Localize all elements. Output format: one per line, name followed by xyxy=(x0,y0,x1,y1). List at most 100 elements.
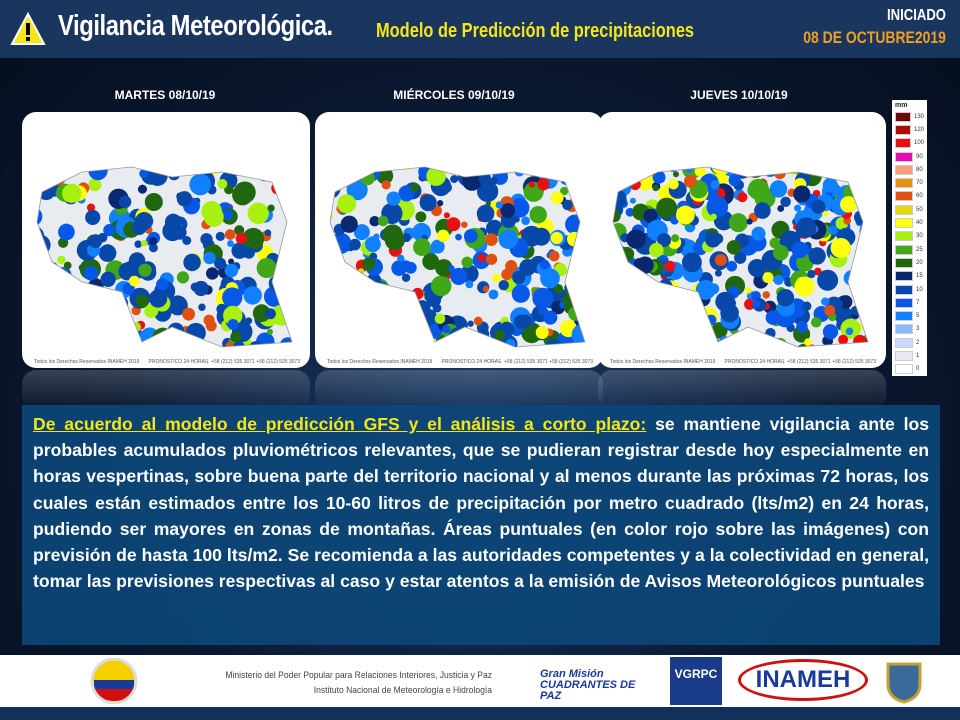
precip-cell xyxy=(118,306,127,316)
legend-swatch xyxy=(895,178,913,189)
bulletin-body: se mantiene vigilancia ante los probable… xyxy=(33,414,929,592)
precip-cell xyxy=(511,284,530,303)
precip-cell xyxy=(521,216,530,226)
precip-cell xyxy=(214,257,227,270)
precip-cell xyxy=(362,257,376,271)
precip-cell xyxy=(203,206,224,227)
precip-cell xyxy=(582,246,585,260)
precip-cell xyxy=(733,335,746,347)
legend-swatch xyxy=(895,164,913,175)
precip-cell xyxy=(821,297,830,306)
precip-cell xyxy=(558,167,580,186)
precip-cell xyxy=(787,167,807,175)
precip-cell xyxy=(852,279,868,296)
precip-cell xyxy=(845,327,854,336)
precip-cell xyxy=(330,294,335,301)
precip-cell xyxy=(863,202,868,221)
precip-cell xyxy=(664,260,676,272)
precip-cell xyxy=(659,279,673,293)
inameh-logo: INAMEH xyxy=(738,659,868,701)
precip-cell xyxy=(430,275,452,297)
precip-cell xyxy=(446,217,461,232)
precip-cell xyxy=(278,262,292,280)
precip-cell xyxy=(144,192,163,212)
precip-cell xyxy=(769,180,788,198)
precip-cell xyxy=(382,224,403,245)
precip-cell xyxy=(343,167,356,177)
precip-cell xyxy=(485,233,498,246)
precip-cell xyxy=(183,253,201,272)
precip-cell xyxy=(330,267,334,278)
precip-cell xyxy=(656,197,678,219)
precip-cell xyxy=(838,334,849,345)
precip-cell xyxy=(83,265,99,281)
precip-cell xyxy=(636,167,654,178)
precip-cell xyxy=(349,307,363,321)
precip-cell xyxy=(370,167,382,168)
precip-cell xyxy=(565,214,585,235)
precip-cell xyxy=(613,251,616,258)
legend-item: 15 xyxy=(895,270,924,283)
precip-cell xyxy=(88,292,102,305)
precip-cell xyxy=(202,167,210,168)
precip-cell xyxy=(762,291,770,299)
precip-cell xyxy=(472,338,488,347)
precip-cell xyxy=(577,281,585,295)
precip-cell xyxy=(583,332,585,343)
header: Vigilancia Meteorológica. Modelo de Pred… xyxy=(0,0,960,58)
precip-cell xyxy=(228,258,235,265)
legend-item: 30 xyxy=(895,230,924,243)
precip-cell xyxy=(243,247,255,259)
ministry-seal-logo xyxy=(90,658,138,704)
precip-cell xyxy=(613,270,624,281)
precip-cell xyxy=(84,320,96,332)
precip-cell xyxy=(176,271,190,284)
precip-cell xyxy=(284,310,292,321)
precip-cell xyxy=(550,231,563,245)
precip-cell xyxy=(144,304,159,318)
bulletin-text: De acuerdo al modelo de predicción GFS y… xyxy=(22,405,940,645)
precip-cell xyxy=(728,174,741,187)
precip-cell xyxy=(853,334,867,347)
precip-cell xyxy=(290,170,292,180)
precip-cell xyxy=(498,229,519,249)
institute-name: Instituto Nacional de Meteorología e Hid… xyxy=(313,685,492,696)
precip-cell xyxy=(205,320,217,332)
precip-cell xyxy=(796,217,817,238)
precip-cell xyxy=(614,342,624,347)
precip-cell xyxy=(638,342,653,347)
precip-cell xyxy=(407,319,427,339)
precip-cell xyxy=(330,316,340,326)
precip-cell xyxy=(391,260,408,276)
precip-cell xyxy=(808,167,820,176)
legend-item: 25 xyxy=(895,243,924,256)
legend-swatch xyxy=(895,271,913,282)
precip-cell xyxy=(86,203,96,212)
precip-cell xyxy=(853,284,864,295)
precip-cell xyxy=(434,313,446,324)
precip-cell xyxy=(495,201,503,209)
precip-cell xyxy=(620,329,640,347)
precip-cell xyxy=(661,290,669,298)
precip-cell xyxy=(368,287,378,297)
precip-cell xyxy=(730,344,741,347)
precip-cell xyxy=(227,240,234,247)
precip-cell xyxy=(776,288,795,307)
precip-cell xyxy=(747,178,770,201)
precip-cell xyxy=(734,251,747,264)
precip-cell xyxy=(726,260,738,272)
precip-cell xyxy=(615,326,637,347)
precip-cell xyxy=(148,237,158,246)
precip-cell xyxy=(840,196,857,213)
precip-cell xyxy=(291,276,292,287)
precip-cell xyxy=(726,240,742,255)
precip-cell xyxy=(85,209,101,226)
precip-cell xyxy=(646,293,665,312)
precip-cell xyxy=(138,263,152,277)
precip-cell xyxy=(613,313,622,321)
precip-cell xyxy=(415,211,427,223)
precip-cell xyxy=(652,170,666,184)
precip-cell xyxy=(670,291,684,305)
precip-cell xyxy=(468,338,486,347)
precip-cell xyxy=(345,318,363,337)
